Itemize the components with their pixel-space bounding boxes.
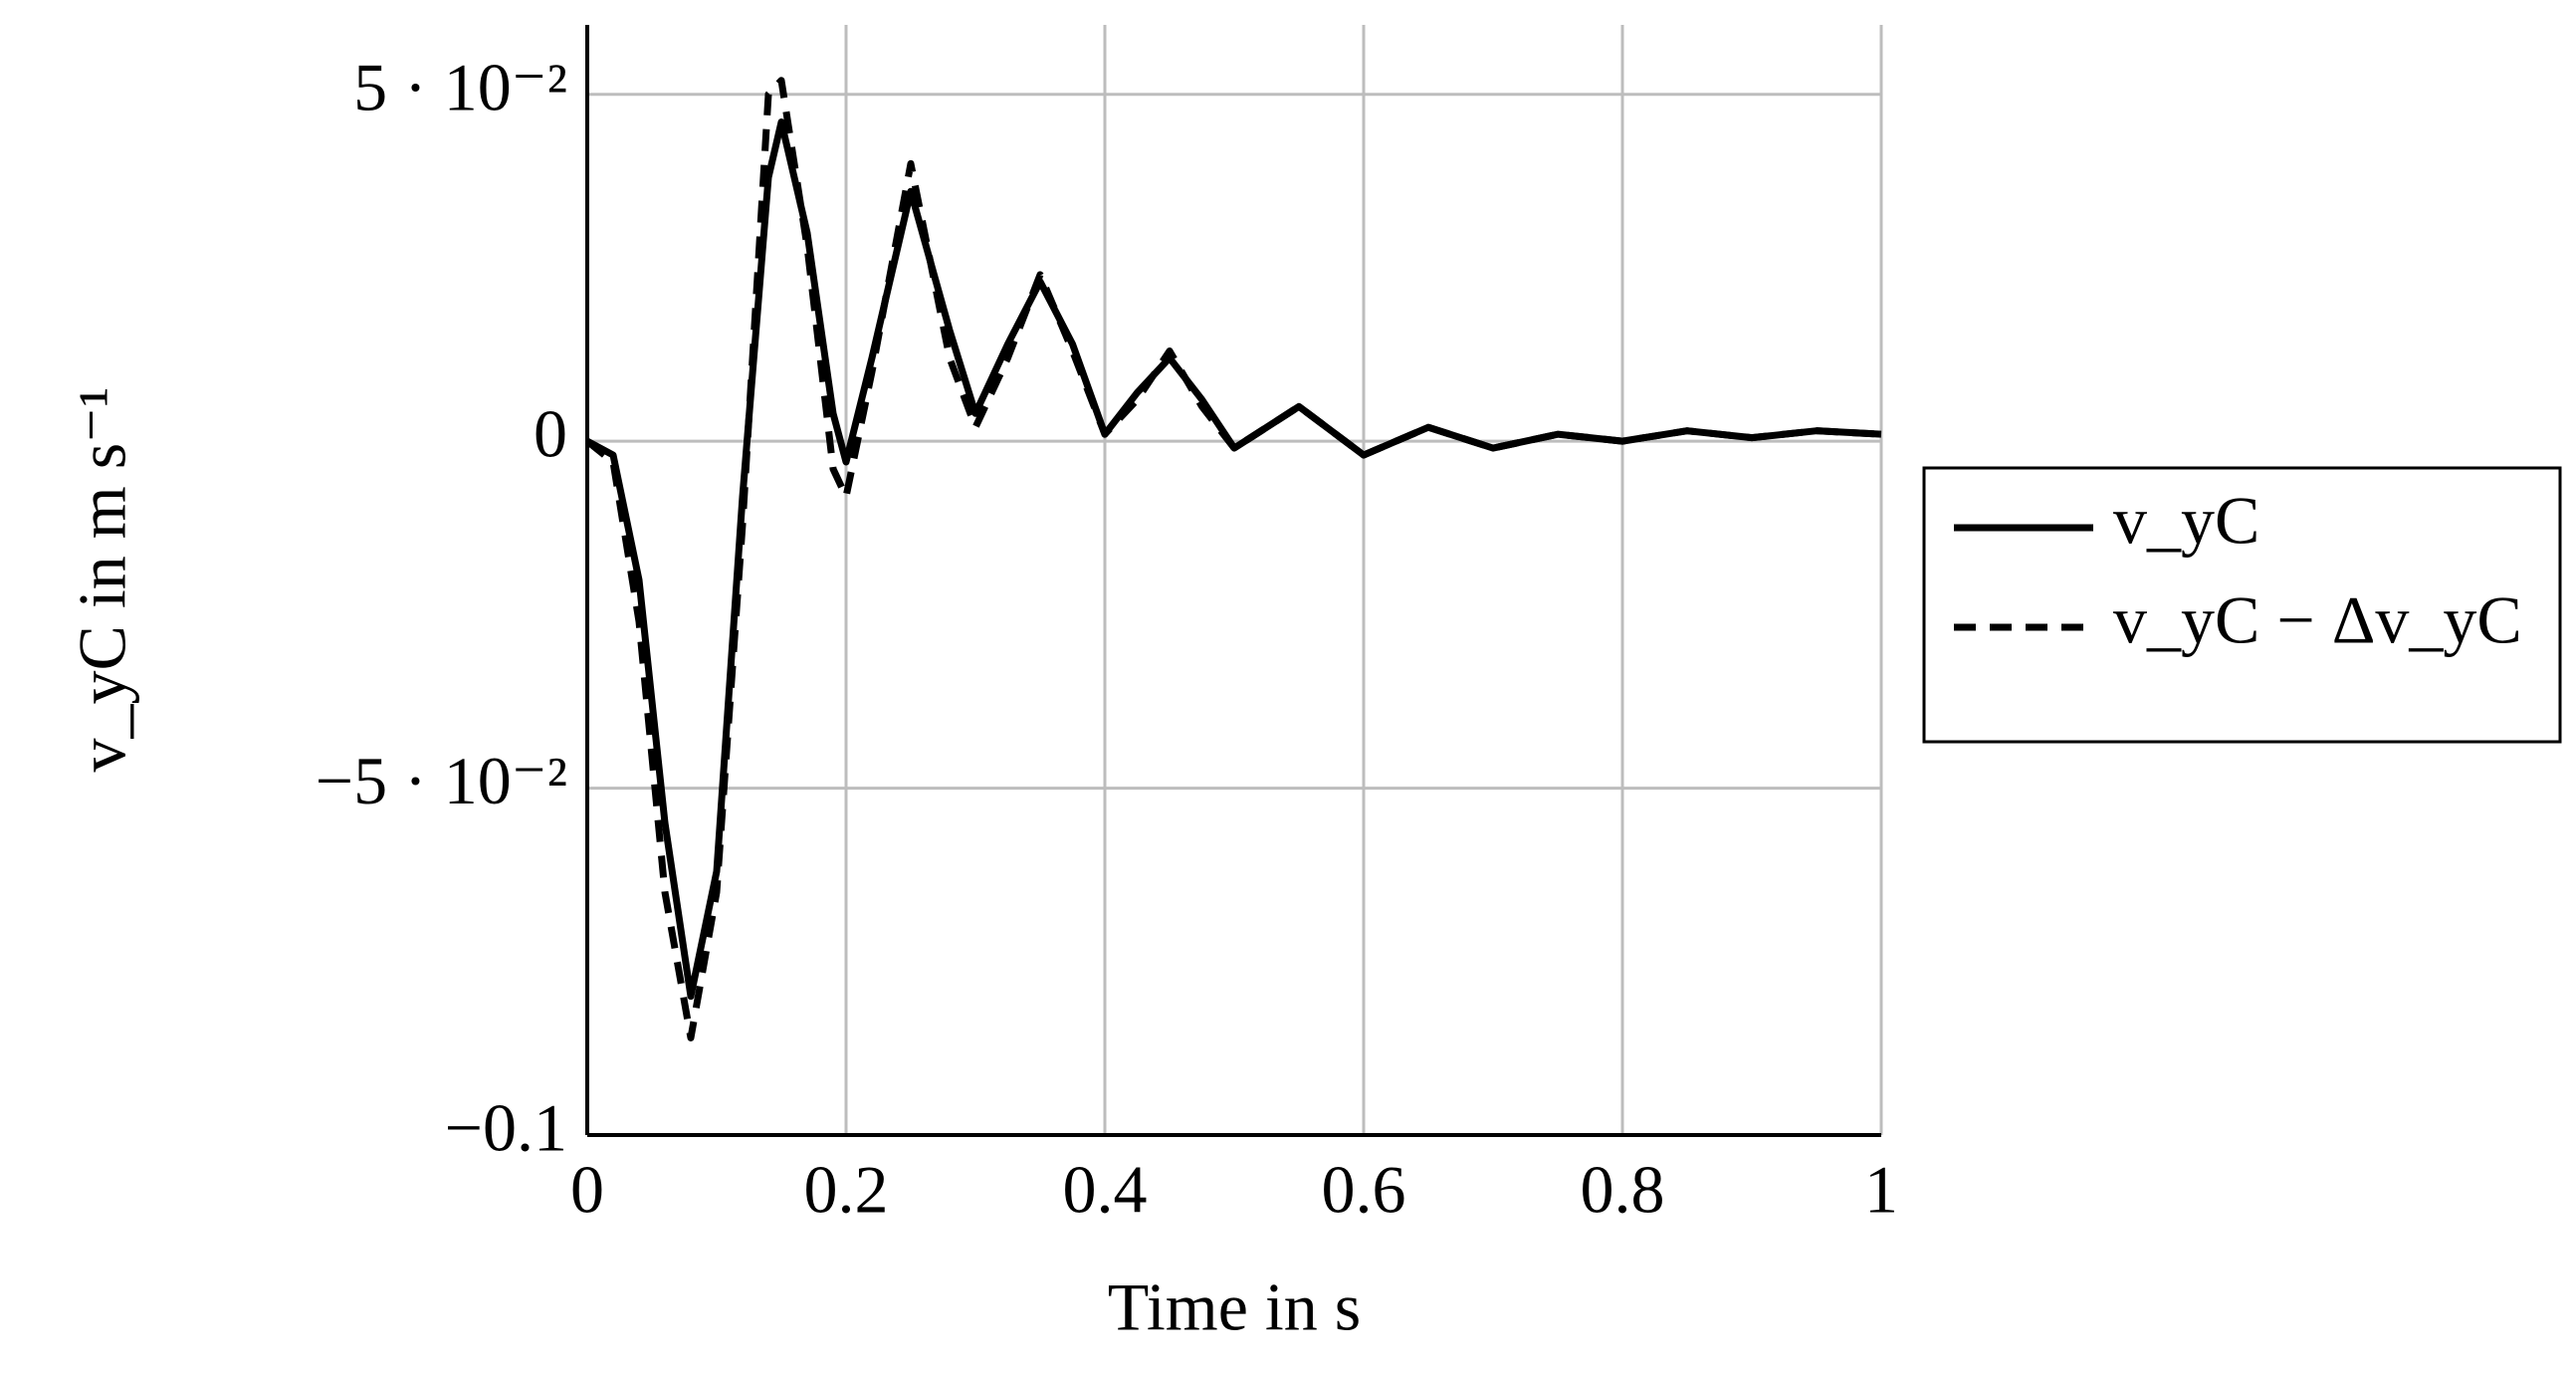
y-tick-label: 5 · 10⁻² — [353, 49, 567, 124]
line-series — [585, 118, 1882, 1001]
legend-box — [1922, 466, 2562, 744]
x-tick-label: 0.4 — [1063, 1152, 1148, 1228]
x-tick-label: 0 — [570, 1152, 604, 1228]
y-tick-label: 0 — [534, 396, 567, 472]
y-tick-label: −5 · 10⁻² — [316, 743, 567, 818]
legend-label: v_yC − Δv_yC — [2113, 582, 2522, 658]
y-tick-label: −0.1 — [445, 1090, 567, 1166]
y-axis-label: v_yC in m s⁻¹ — [65, 387, 140, 773]
line-series — [584, 77, 1882, 1041]
legend-label: v_yC — [2113, 483, 2259, 559]
x-tick-label: 0.2 — [804, 1152, 889, 1228]
x-tick-label: 1 — [1864, 1152, 1898, 1228]
x-tick-label: 0.8 — [1581, 1152, 1665, 1228]
x-axis-label: Time in s — [1108, 1269, 1361, 1345]
x-tick-label: 0.6 — [1322, 1152, 1406, 1228]
